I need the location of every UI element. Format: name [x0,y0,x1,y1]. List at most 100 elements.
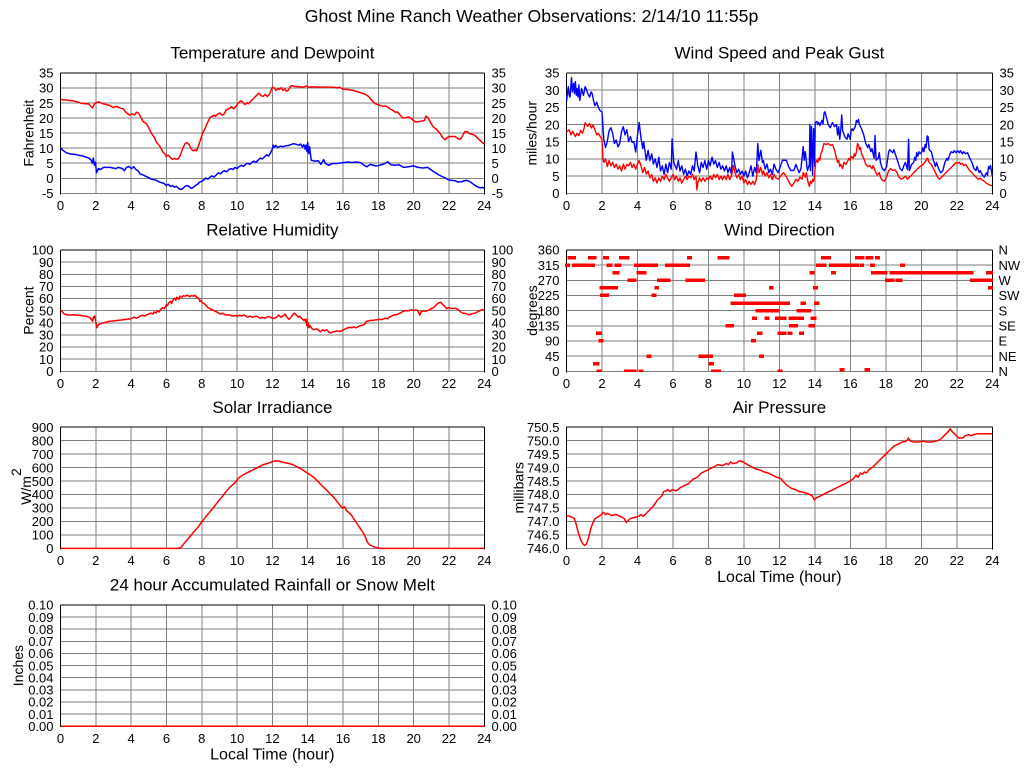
svg-text:2: 2 [92,376,99,391]
svg-text:14: 14 [808,198,822,213]
svg-text:30: 30 [492,81,506,96]
svg-text:10: 10 [39,141,53,156]
svg-text:-5: -5 [492,186,504,201]
svg-text:20: 20 [914,376,928,391]
svg-text:24: 24 [477,553,491,568]
svg-text:10: 10 [230,731,244,746]
svg-text:24: 24 [477,731,491,746]
svg-text:6: 6 [163,198,170,213]
svg-text:0.02: 0.02 [492,695,517,710]
svg-text:6: 6 [163,731,170,746]
svg-text:100: 100 [32,243,54,258]
svg-text:10: 10 [737,553,751,568]
svg-text:2: 2 [92,731,99,746]
svg-text:200: 200 [32,514,54,529]
svg-text:746.5: 746.5 [527,528,560,543]
svg-text:315: 315 [538,258,560,273]
svg-text:50: 50 [39,303,53,318]
svg-text:100: 100 [492,243,514,258]
svg-text:W: W [999,273,1012,288]
svg-text:15: 15 [492,126,506,141]
svg-text:10: 10 [230,376,244,391]
svg-text:0.05: 0.05 [492,658,517,673]
svg-text:80: 80 [492,267,506,282]
svg-text:400: 400 [32,487,54,502]
svg-text:Air Pressure: Air Pressure [733,398,827,417]
svg-text:0.01: 0.01 [492,707,517,722]
svg-text:20: 20 [406,731,420,746]
svg-text:-5: -5 [42,186,54,201]
svg-text:10: 10 [39,352,53,367]
svg-text:35: 35 [1000,66,1014,81]
svg-text:0: 0 [57,731,64,746]
svg-text:700: 700 [32,447,54,462]
svg-text:24: 24 [985,553,999,568]
svg-text:0.06: 0.06 [492,646,517,661]
svg-text:8: 8 [198,376,205,391]
svg-text:30: 30 [39,328,53,343]
svg-text:15: 15 [39,126,53,141]
svg-text:18: 18 [371,376,385,391]
svg-text:40: 40 [492,316,506,331]
svg-text:70: 70 [39,279,53,294]
svg-text:0.00: 0.00 [28,719,53,734]
svg-text:18: 18 [879,553,893,568]
svg-text:0: 0 [46,171,53,186]
svg-text:800: 800 [32,433,54,448]
svg-text:35: 35 [492,66,506,81]
svg-text:14: 14 [808,376,822,391]
svg-text:18: 18 [371,731,385,746]
svg-text:5: 5 [492,156,499,171]
svg-text:24: 24 [477,198,491,213]
svg-text:135: 135 [538,319,560,334]
svg-text:20: 20 [545,117,559,132]
svg-text:16: 16 [336,198,350,213]
svg-text:40: 40 [39,316,53,331]
svg-text:90: 90 [39,255,53,270]
svg-text:749.5: 749.5 [527,447,560,462]
svg-text:16: 16 [336,376,350,391]
svg-text:0.10: 0.10 [28,598,53,613]
svg-text:6: 6 [669,198,676,213]
svg-text:750.5: 750.5 [527,420,560,435]
svg-text:0.04: 0.04 [28,670,53,685]
svg-text:12: 12 [265,198,279,213]
svg-text:15: 15 [1000,134,1014,149]
svg-text:20: 20 [914,198,928,213]
svg-text:12: 12 [772,553,786,568]
svg-text:0.06: 0.06 [28,646,53,661]
svg-text:0.05: 0.05 [28,658,53,673]
svg-text:900: 900 [32,420,54,435]
svg-text:14: 14 [300,553,314,568]
svg-text:25: 25 [39,96,53,111]
svg-text:90: 90 [545,334,559,349]
svg-text:80: 80 [39,267,53,282]
svg-text:747.0: 747.0 [527,514,560,529]
svg-text:12: 12 [772,198,786,213]
svg-text:0: 0 [552,186,559,201]
svg-text:0: 0 [46,364,53,379]
svg-text:180: 180 [538,303,560,318]
svg-text:6: 6 [669,553,676,568]
svg-text:30: 30 [545,83,559,98]
svg-text:20: 20 [406,553,420,568]
svg-text:16: 16 [843,376,857,391]
svg-text:24: 24 [985,376,999,391]
svg-text:2: 2 [598,198,605,213]
svg-text:8: 8 [198,731,205,746]
svg-text:NW: NW [999,258,1021,273]
svg-text:0.00: 0.00 [492,719,517,734]
svg-text:Inches: Inches [10,645,26,686]
svg-text:6: 6 [163,376,170,391]
svg-text:225: 225 [538,288,560,303]
svg-text:747.5: 747.5 [527,501,560,516]
svg-text:Ghost Mine Ranch Weather Obser: Ghost Mine Ranch Weather Observations: 2… [305,6,759,26]
svg-text:5: 5 [1000,169,1007,184]
svg-text:16: 16 [336,731,350,746]
svg-text:18: 18 [879,198,893,213]
svg-text:0: 0 [46,541,53,556]
svg-text:miles/hour: miles/hour [524,101,540,166]
svg-text:35: 35 [545,66,559,81]
svg-text:300: 300 [32,501,54,516]
svg-text:N: N [999,243,1008,258]
